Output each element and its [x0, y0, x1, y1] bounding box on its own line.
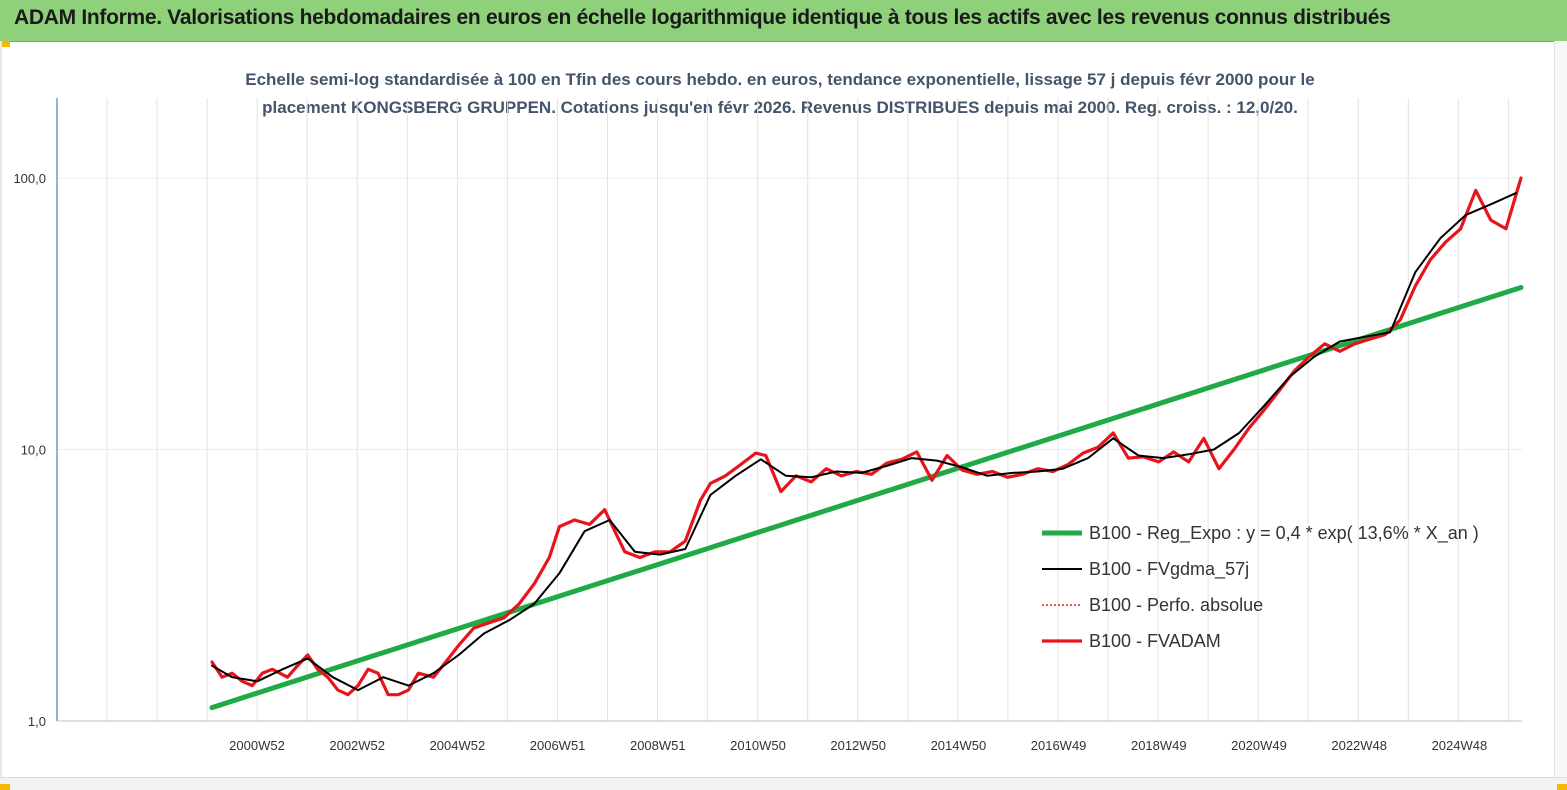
series-line-3: [210, 176, 1523, 697]
axis-layer: 1,0 10,0 100,0 2000W52 2002W52 2004W52 2006W51…: [13, 98, 1522, 753]
chart-title-line-2: placement KONGSBERG GRUPPEN. Cotations j…: [262, 98, 1298, 117]
x-tick-label: 2004W52: [430, 738, 486, 753]
series-line-0: [209, 285, 1524, 711]
x-tick-label: 2012W50: [830, 738, 886, 753]
y-tick-label: 100,0: [13, 171, 46, 186]
x-tick-label: 2024W48: [1432, 738, 1488, 753]
legend-label: B100 - Reg_Expo : y = 0,4 * exp( 13,6% *…: [1089, 523, 1479, 544]
x-tick-label: 2022W48: [1331, 738, 1387, 753]
frame-corner-bottom-left: [0, 784, 10, 790]
x-tick-label: 2018W49: [1131, 738, 1187, 753]
x-tick-label: 2010W50: [730, 738, 786, 753]
frame-left-edge: [0, 41, 2, 790]
x-tick-label: 2014W50: [931, 738, 987, 753]
banner-title: ADAM Informe. Valorisations hebdomadaire…: [14, 6, 1391, 29]
legend-label: B100 - Perfo. absolue: [1089, 595, 1263, 615]
x-tick-label: 2000W52: [229, 738, 285, 753]
x-tick-label: 2020W49: [1231, 738, 1287, 753]
chart-title: Echelle semi-log standardisée à 100 en T…: [180, 66, 1380, 122]
y-tick-label: 10,0: [21, 443, 46, 458]
grid-layer: [57, 98, 1522, 722]
x-tick-label: 2006W51: [530, 738, 586, 753]
series-layer: [209, 176, 1524, 711]
x-tick-label: 2016W49: [1031, 738, 1087, 753]
chart-title-line-1: Echelle semi-log standardisée à 100 en T…: [245, 70, 1315, 89]
banner-corner-left: [0, 41, 10, 47]
legend-label: B100 - FVADAM: [1089, 631, 1221, 651]
frame-right-edge: [1554, 41, 1567, 790]
x-tick-label: 2008W51: [630, 738, 686, 753]
y-tick-label: 1,0: [28, 714, 46, 729]
legend: B100 - Reg_Expo : y = 0,4 * exp( 13,6% *…: [1042, 523, 1479, 651]
series-line-1: [211, 192, 1517, 692]
legend-label: B100 - FVgdma_57j: [1089, 559, 1249, 580]
header-banner: ADAM Informe. Valorisations hebdomadaire…: [0, 0, 1567, 42]
frame-corner-bottom-right: [1557, 784, 1567, 790]
x-tick-label: 2002W52: [329, 738, 385, 753]
frame-bottom-edge: [0, 777, 1567, 790]
